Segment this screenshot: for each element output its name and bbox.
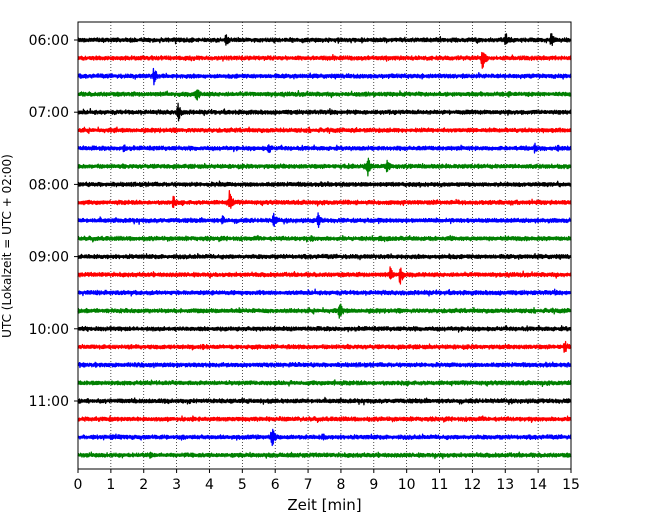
- trace-row-0930: [77, 288, 572, 297]
- trace-row-0730: [77, 142, 572, 154]
- trace-row-0745: [77, 157, 572, 177]
- trace-row-1145: [77, 451, 572, 460]
- trace-row-0845: [77, 234, 572, 243]
- y-axis-label: UTC (Lokalzeit = UTC + 02:00): [0, 154, 14, 338]
- y-tick-label-0800: 08:00: [29, 177, 69, 193]
- x-tick-label-3: 3: [172, 477, 181, 493]
- trace-row-0630: [77, 67, 572, 86]
- trace-row-0915: [77, 266, 572, 285]
- trace-row-1130: [77, 428, 572, 447]
- y-tick-label-1100: 11:00: [29, 394, 69, 410]
- x-tick-label-10: 10: [398, 477, 416, 493]
- x-tick-label-11: 11: [431, 477, 449, 493]
- trace-row-1100: [77, 396, 572, 406]
- x-tick-label-4: 4: [205, 477, 214, 493]
- trace-row-0945: [77, 303, 572, 319]
- y-tick-label-0600: 06:00: [29, 33, 69, 49]
- x-tick-label-1: 1: [106, 477, 115, 493]
- trace-row-0800: [77, 180, 572, 188]
- y-tick-label-1000: 10:00: [29, 322, 69, 338]
- y-axis-ticks: 06:00 07:00 08:00 09:00 10:00 11:00: [29, 33, 78, 410]
- vertical-grid: [110, 22, 539, 469]
- x-tick-label-12: 12: [463, 477, 481, 493]
- trace-row-0815: [77, 190, 572, 209]
- y-tick-label-0900: 09:00: [29, 250, 69, 266]
- x-tick-label-5: 5: [238, 477, 247, 493]
- trace-row-0715: [77, 126, 572, 135]
- trace-row-1015: [77, 340, 572, 353]
- trace-row-0700: [77, 102, 572, 122]
- x-tick-label-13: 13: [496, 477, 514, 493]
- x-tick-label-2: 2: [139, 477, 148, 493]
- trace-row-1115: [77, 415, 572, 424]
- trace-row-1000: [77, 324, 572, 333]
- x-axis-ticks: 0 1 2 3 4 5 6 7 8 9 10 11 12 13 14 15: [74, 469, 580, 493]
- x-tick-label-15: 15: [562, 477, 580, 493]
- trace-row-0615: [77, 51, 572, 69]
- trace-row-1030: [77, 361, 572, 369]
- trace-row-0645: [77, 89, 572, 101]
- trace-row-0600: [77, 33, 572, 46]
- plot-frame: [77, 21, 572, 470]
- x-tick-label-6: 6: [271, 477, 280, 493]
- x-tick-label-0: 0: [74, 477, 83, 493]
- trace-row-0900: [77, 252, 572, 261]
- x-axis-label: Zeit [min]: [287, 496, 361, 514]
- trace-row-1045: [77, 379, 572, 388]
- y-tick-label-0700: 07:00: [29, 105, 69, 121]
- x-tick-label-8: 8: [336, 477, 345, 493]
- trace-row-0830: [77, 212, 572, 229]
- x-tick-label-7: 7: [304, 477, 313, 493]
- seismic-traces: [77, 33, 572, 460]
- x-tick-label-9: 9: [369, 477, 378, 493]
- x-tick-label-14: 14: [529, 477, 547, 493]
